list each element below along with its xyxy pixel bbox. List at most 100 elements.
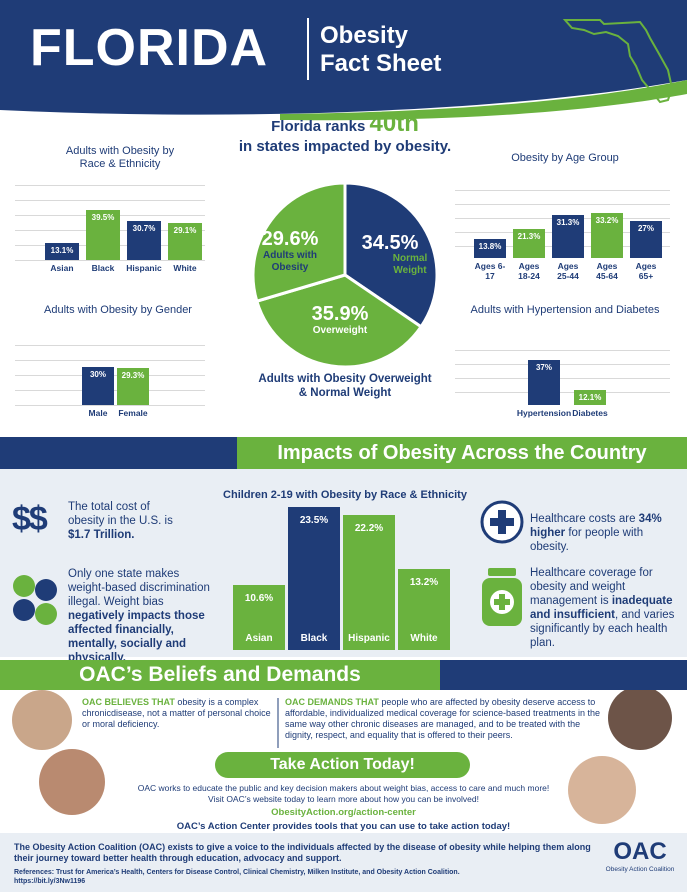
grid-line <box>15 345 205 346</box>
text: The total cost of obesity in the U.S. is <box>68 501 173 527</box>
bar: 30% <box>82 366 114 405</box>
value-label: 33.2% <box>595 215 619 225</box>
text-strong: $1.7 Trillion. <box>68 529 135 541</box>
grid-line <box>455 378 670 379</box>
text-strong: inadequate and insufficient <box>530 595 673 621</box>
short-url[interactable]: https://bit.ly/3Nw1196 <box>14 878 86 885</box>
state-name: FLORIDA <box>30 19 269 77</box>
slice-name: Overweight <box>312 325 368 336</box>
text: people who are affected by obesity deser… <box>285 697 601 740</box>
category-label: Male <box>88 408 108 418</box>
ranking-rank: 40th <box>369 110 419 137</box>
bar: 22.2% <box>343 514 395 650</box>
value-label: 21.3% <box>517 232 541 242</box>
category-label: Black <box>300 633 328 644</box>
chart-title: Adults with Obesity by Gender <box>44 304 192 316</box>
text: obesity is a complex chronicdisease, not… <box>82 697 271 729</box>
category-label: Hispanic <box>126 263 162 273</box>
value-label: 29.3% <box>121 370 145 380</box>
header-background <box>0 0 687 121</box>
bar: 13.8% <box>474 239 506 258</box>
chart-title: Obesity by Age Group <box>511 152 619 164</box>
value-label: 12.1% <box>578 393 602 403</box>
category-label: Hispanic <box>348 633 390 644</box>
plus-icon <box>480 500 524 544</box>
coverage-text: Healthcare coverage for obesity and weig… <box>530 566 685 650</box>
dollar-icon: $$ <box>12 500 48 538</box>
grid-line <box>455 204 670 205</box>
header-title: Obesity Fact Sheet <box>320 22 441 78</box>
category-label: Ages 45-64 <box>596 261 618 281</box>
bar: 13.2% <box>398 569 450 650</box>
value-label: 22.2% <box>354 522 384 534</box>
text-strong: 34% higher <box>530 513 662 539</box>
category-label: Black <box>91 263 115 273</box>
grid-line <box>455 392 670 393</box>
grid-line <box>455 350 670 351</box>
bar: 27% <box>630 221 662 258</box>
bar: 39.5% <box>86 209 120 260</box>
bar: 33.2% <box>591 212 623 258</box>
chart-title: Children 2-19 with Obesity by Race & Eth… <box>223 489 467 501</box>
value-label: 37% <box>535 362 552 372</box>
references-text: References: Trust for America’s Health, … <box>14 869 460 876</box>
text: Healthcare coverage for obesity and weig… <box>530 567 653 607</box>
action-block: OAC works to educate the public and key … <box>120 783 567 832</box>
references: References: Trust for America’s Health, … <box>14 868 594 886</box>
value-label: 23.5% <box>299 514 329 526</box>
category-label: Asian <box>245 633 273 644</box>
value-label: 30.7% <box>132 224 156 233</box>
bar: 13.1% <box>45 243 79 260</box>
grid-line <box>15 185 205 186</box>
bar: 29.3% <box>117 367 149 405</box>
puzzle-icon <box>13 575 57 625</box>
impacts-title: Impacts of Obesity Across the Country <box>237 437 687 469</box>
action-title: Take Action Today! <box>215 752 470 778</box>
title-line: Obesity <box>320 22 409 49</box>
action-link[interactable]: ObesityAction.org/action-center <box>271 807 416 818</box>
category-label: Asian <box>50 263 74 273</box>
chart-title: Adults with Obesity by Race & Ethnicity <box>65 145 175 170</box>
value-label: 13.1% <box>50 246 74 256</box>
ranking: Florida ranks 40th in states impacted by… <box>200 112 490 157</box>
grid-line <box>455 190 670 191</box>
bar: 21.3% <box>513 229 545 258</box>
footer <box>0 833 687 892</box>
category-label: Hypertension <box>516 408 572 418</box>
slice-value: 35.9% <box>311 303 369 325</box>
bar: 12.1% <box>574 390 606 405</box>
demands-text: OAC DEMANDS THAT people who are affected… <box>285 697 603 741</box>
grid-line <box>455 364 670 365</box>
bar: 37% <box>528 359 560 405</box>
bar: 23.5% <box>288 506 340 650</box>
category-label: Ages 18-24 <box>518 261 540 281</box>
category-label: Female <box>118 408 148 418</box>
value-label: 31.3% <box>556 218 580 228</box>
ranking-prefix: Florida ranks <box>271 118 366 135</box>
action-center: OAC’s Action Center provides tools that … <box>176 821 511 832</box>
text: Only one state makes weight-based discri… <box>68 568 210 608</box>
category-label: Ages 6-17 <box>474 261 506 281</box>
category-label: Ages 65+ <box>635 261 657 281</box>
cost-text: The total cost of obesity in the U.S. is… <box>68 500 188 542</box>
slice-value: 29.6% <box>261 228 319 250</box>
bar: 31.3% <box>552 215 584 258</box>
photos <box>12 690 672 824</box>
grid-line <box>15 405 205 406</box>
grid-line <box>15 360 205 361</box>
grid-line <box>15 200 205 201</box>
value-label: 29.1% <box>173 226 197 236</box>
action-text: Visit OAC’s website today to learn more … <box>208 794 479 804</box>
category-label: Ages 25-44 <box>557 261 579 281</box>
text: Healthcare costs are <box>530 513 639 525</box>
bar: 10.6% <box>233 585 285 650</box>
value-label: 27% <box>637 224 654 234</box>
value-label: 39.5% <box>91 212 115 222</box>
grid-line <box>15 260 205 261</box>
chart-title: Adults with Obesity Overweight & Normal … <box>258 373 432 399</box>
text-strong: OAC DEMANDS THAT <box>285 697 379 707</box>
bar: 29.1% <box>168 223 202 260</box>
costs-text: Healthcare costs are 34% higher for peop… <box>530 512 680 554</box>
believes-text: OAC BELIEVES THAT obesity is a complex c… <box>82 697 272 730</box>
